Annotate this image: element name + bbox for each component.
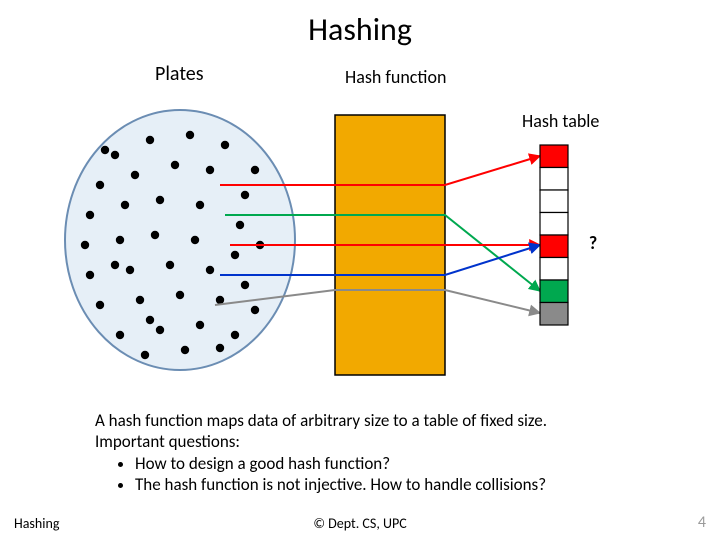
hash-function-label: Hash function [345, 66, 446, 88]
footer-center: © Dept. CS, UPC [0, 515, 720, 532]
hashing-diagram [60, 90, 660, 390]
body-line2: Important questions: [95, 431, 655, 452]
body-bullet2: The hash function is not injective. How … [135, 474, 655, 495]
body-bullet1: How to design a good hash function? [135, 453, 655, 474]
plates-label: Plates [155, 62, 204, 86]
footer-page-number: 4 [698, 513, 706, 532]
body-text: A hash function maps data of arbitrary s… [95, 410, 655, 495]
collision-question-mark: ? [580, 232, 606, 254]
page-title: Hashing [0, 10, 720, 49]
body-line1: A hash function maps data of arbitrary s… [95, 410, 655, 431]
